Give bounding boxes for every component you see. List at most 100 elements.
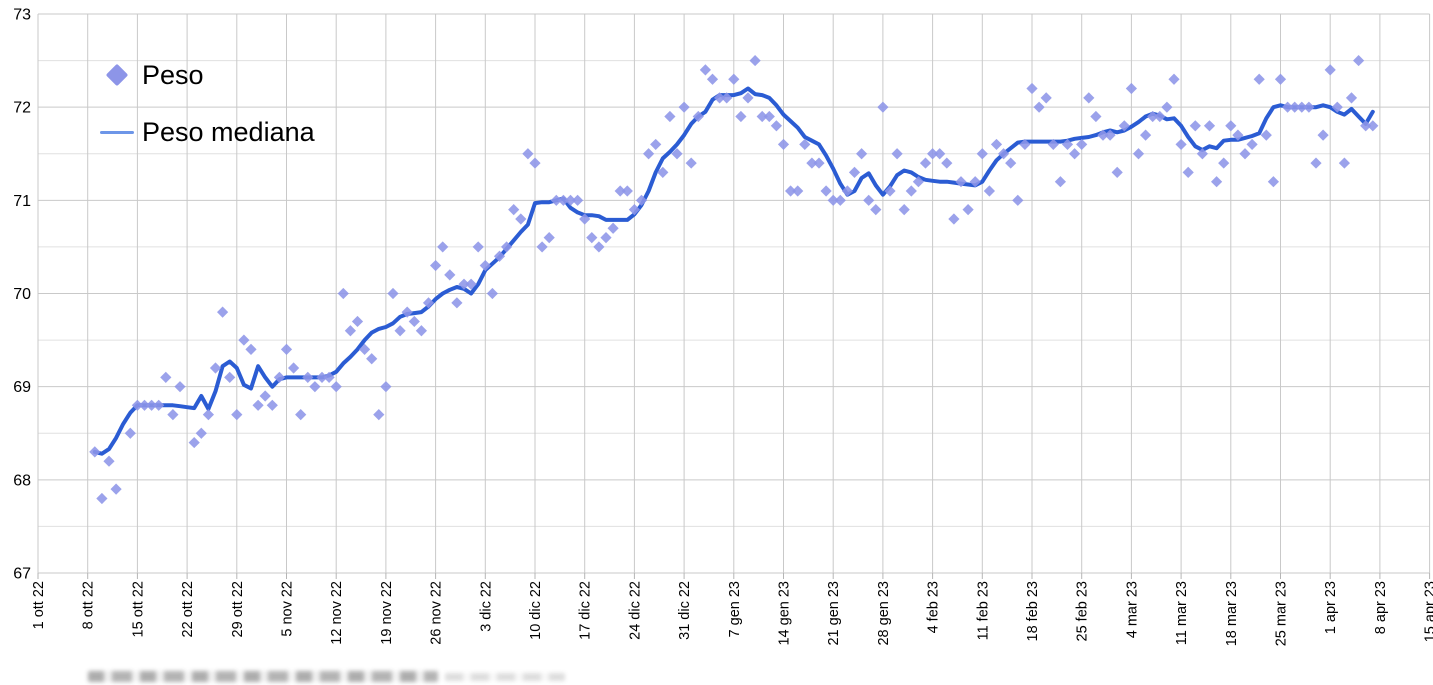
data-point-diamond [1196, 148, 1208, 160]
data-point-diamond [1260, 129, 1272, 141]
data-point-diamond [160, 371, 172, 383]
data-point-diamond [863, 194, 875, 206]
data-point-diamond [643, 148, 655, 160]
data-point-diamond [1125, 82, 1137, 95]
data-point-diamond [174, 381, 186, 393]
data-point-diamond [1083, 92, 1095, 104]
data-point-diamond [295, 409, 307, 421]
data-point-diamond [657, 166, 669, 178]
data-point-diamond [678, 101, 690, 113]
x-axis-label: 28 gen 23 [876, 581, 892, 646]
data-point-diamond [188, 436, 200, 449]
x-axis-label: 7 gen 23 [727, 581, 743, 637]
scatter-series [89, 54, 1379, 505]
x-axis-label: 8 apr 23 [1373, 581, 1389, 634]
data-point-diamond [146, 399, 158, 411]
data-point-diamond [1005, 157, 1017, 169]
data-point-diamond [195, 427, 207, 439]
data-point-diamond [1182, 166, 1194, 178]
data-point-diamond [280, 343, 293, 355]
data-point-diamond [444, 269, 456, 281]
x-axis-label: 4 feb 23 [926, 581, 942, 633]
data-point-diamond [983, 185, 995, 197]
data-point-diamond [316, 371, 328, 383]
data-point-diamond [330, 381, 342, 393]
data-point-diamond [1232, 129, 1244, 141]
x-axis-labels: 1 ott 22 8 ott 22 15 ott 22 22 ott 22 29 ott… [31, 581, 1433, 646]
data-point-diamond [877, 101, 889, 113]
data-point-diamond [401, 306, 413, 318]
data-point-diamond [969, 176, 981, 188]
data-point-diamond [1033, 101, 1045, 113]
data-point-diamond [785, 185, 797, 197]
data-point-diamond [266, 399, 278, 411]
data-point-diamond [841, 185, 853, 197]
x-axis-label: 25 feb 23 [1075, 581, 1091, 641]
data-point-diamond [1118, 120, 1130, 132]
data-point-diamond [486, 287, 498, 300]
data-point-diamond [259, 390, 271, 402]
data-point-diamond [919, 157, 932, 169]
data-point-diamond [820, 185, 832, 197]
y-axis-label: 70 [13, 286, 31, 303]
data-point-diamond [515, 213, 527, 225]
data-point-diamond [529, 157, 541, 169]
y-axis-label: 67 [13, 566, 31, 583]
x-axis-label: 29 ott 22 [230, 581, 246, 637]
data-point-diamond [593, 241, 605, 253]
data-point-diamond [522, 148, 534, 160]
data-point-diamond [912, 176, 924, 188]
x-axis-label: 12 nov 22 [329, 581, 345, 645]
data-point-diamond [501, 241, 513, 253]
x-axis-label: 10 dic 22 [528, 581, 544, 640]
data-point-diamond [714, 92, 726, 104]
x-axis-label: 18 feb 23 [1025, 581, 1041, 641]
data-point-diamond [231, 409, 243, 421]
diamond-marker-icon [105, 63, 129, 87]
x-axis-label: 22 ott 22 [180, 581, 196, 637]
data-point-diamond [1282, 101, 1294, 113]
data-point-diamond [792, 185, 804, 197]
data-point-diamond [124, 427, 136, 439]
data-point-diamond [1203, 120, 1216, 132]
data-point-diamond [238, 334, 250, 346]
data-point-diamond [458, 278, 470, 290]
data-point-diamond [1168, 73, 1180, 85]
data-point-diamond [770, 120, 782, 132]
data-point-diamond [437, 241, 449, 253]
data-point-diamond [1047, 138, 1059, 151]
data-point-diamond [1140, 129, 1152, 141]
data-point-diamond [813, 157, 825, 169]
data-point-diamond [550, 194, 562, 206]
x-axis-label: 31 dic 22 [677, 581, 693, 640]
data-point-diamond [430, 259, 442, 272]
data-point-diamond [479, 259, 491, 272]
data-point-diamond [1338, 157, 1350, 169]
x-axis-label: 4 mar 23 [1124, 581, 1140, 638]
data-point-diamond [806, 157, 818, 169]
cropped-bottom-content [445, 673, 565, 681]
data-point-diamond [962, 204, 974, 216]
data-point-diamond [564, 194, 577, 206]
line-marker-icon [100, 130, 134, 134]
data-point-diamond [1189, 120, 1201, 132]
data-point-diamond [209, 362, 222, 374]
data-point-diamond [976, 148, 988, 160]
y-axis-labels: 67 68 69 70 71 72 73 [13, 7, 31, 583]
x-axis-label: 25 mar 23 [1274, 581, 1290, 646]
data-point-diamond [202, 409, 214, 421]
data-point-diamond [1289, 101, 1301, 113]
data-point-diamond [465, 278, 477, 290]
data-point-diamond [1367, 120, 1379, 132]
data-point-diamond [1225, 120, 1237, 132]
data-point-diamond [1310, 157, 1322, 169]
data-point-diamond [387, 287, 399, 300]
data-point-diamond [1097, 129, 1109, 141]
data-point-diamond [1274, 73, 1287, 85]
data-point-diamond [451, 297, 463, 309]
data-point-diamond [366, 353, 378, 365]
data-point-diamond [728, 73, 740, 85]
legend-marker-cell [96, 130, 138, 134]
data-point-diamond [990, 138, 1003, 151]
